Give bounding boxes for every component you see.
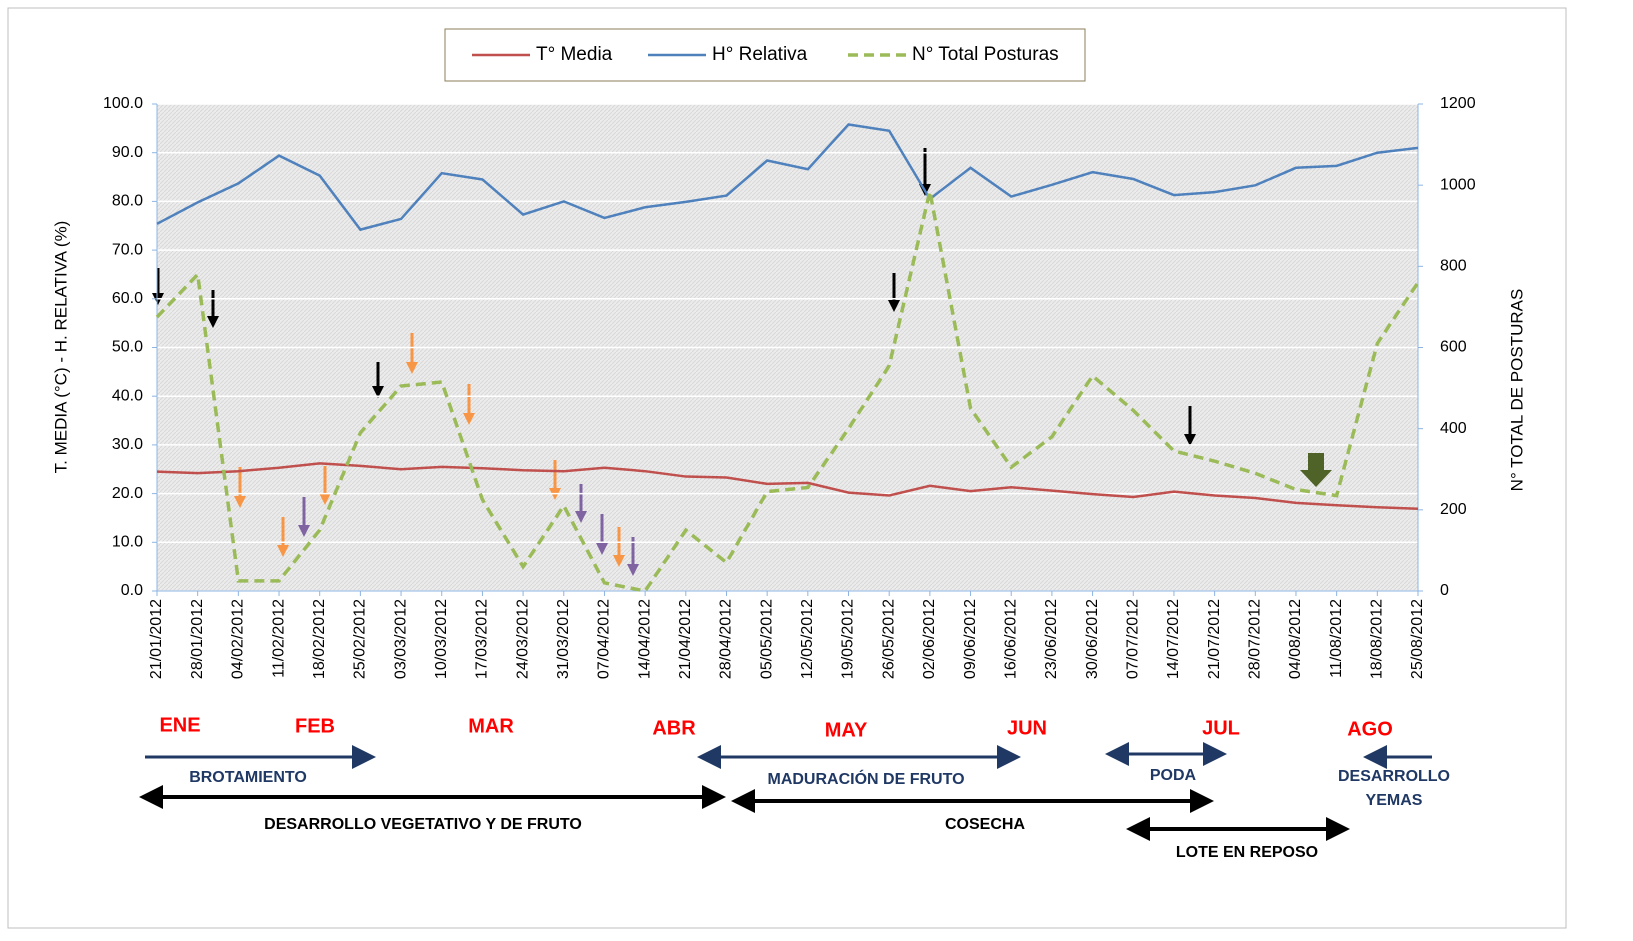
event-arrow-head	[277, 545, 289, 557]
x-tick-label: 21/04/2012	[677, 599, 694, 679]
y2-tick-label: 400	[1440, 420, 1467, 437]
event-arrow-head	[207, 316, 219, 328]
event-arrow-head	[888, 300, 900, 312]
period-label: LOTE EN REPOSO	[1176, 844, 1318, 861]
x-tick-label: 23/06/2012	[1043, 599, 1060, 679]
event-arrow-head	[319, 493, 331, 505]
x-tick-label: 17/03/2012	[474, 599, 491, 679]
series-line	[156, 123, 1419, 232]
event-arrow-head	[406, 362, 418, 374]
phase-label: YEMAS	[1366, 792, 1423, 809]
x-tick-label: 16/06/2012	[1002, 599, 1019, 679]
event-arrow-head	[463, 413, 475, 425]
frame	[7, 7, 1567, 929]
x-tick-label: 11/02/2012	[270, 599, 287, 678]
event-arrow-head	[596, 543, 608, 555]
phase-label: PODA	[1150, 767, 1197, 784]
month-label: MAY	[825, 719, 868, 741]
y-tick-label: 40.0	[112, 387, 143, 404]
x-tick-label: 21/07/2012	[1206, 599, 1223, 679]
y-tick-label: 80.0	[112, 193, 143, 210]
phase-label: MADURACIÓN DE FRUTO	[767, 769, 964, 788]
month-label: JUL	[1202, 717, 1240, 739]
y2-tick-label: 800	[1440, 258, 1467, 275]
x-tick-label: 25/02/2012	[352, 599, 369, 679]
period-label: COSECHA	[945, 816, 1025, 833]
x-tick-label: 30/06/2012	[1084, 599, 1101, 679]
y-tick-label: 70.0	[112, 241, 143, 258]
x-tick-label: 14/07/2012	[1165, 599, 1182, 679]
x-tick-label: 02/06/2012	[921, 599, 938, 679]
y2-tick-label: 1000	[1440, 176, 1476, 193]
y2-tick-label: 600	[1440, 339, 1467, 356]
y-tick-label: 60.0	[112, 290, 143, 307]
event-arrow-head	[372, 386, 384, 398]
x-tick-label: 18/02/2012	[311, 599, 328, 679]
black-arrows	[139, 785, 1350, 841]
x-tick-label: 04/08/2012	[1287, 599, 1304, 679]
x-tick-label: 03/03/2012	[392, 599, 409, 679]
y2-tick-label: 0	[1440, 582, 1449, 599]
legend-label: T° Media	[536, 44, 613, 65]
period-label: DESARROLLO VEGETATIVO Y DE FRUTO	[264, 816, 582, 833]
y-tick-label: 0.0	[121, 582, 143, 599]
month-label: FEB	[295, 715, 335, 737]
x-tick-label: 18/08/2012	[1369, 599, 1386, 679]
x-tick-label: 04/02/2012	[230, 599, 247, 679]
x-tick-label: 07/07/2012	[1124, 599, 1141, 679]
legend-label: N° Total Posturas	[912, 44, 1059, 65]
y-tick-label: 20.0	[112, 485, 143, 502]
x-tick-label: 12/05/2012	[799, 599, 816, 679]
event-arrow-head	[613, 555, 625, 567]
x-tick-label: 10/03/2012	[433, 599, 450, 679]
x-tick-label: 28/04/2012	[718, 599, 735, 679]
y-tick-label: 90.0	[112, 144, 143, 161]
x-tick-label: 09/06/2012	[962, 599, 979, 679]
x-tick-label: 21/01/2012	[148, 599, 165, 679]
x-tick-label: 05/05/2012	[758, 599, 775, 679]
y-tick-label: 50.0	[112, 339, 143, 356]
event-arrow-head	[627, 564, 639, 576]
y-tick-label: 100.0	[103, 95, 143, 112]
month-label: AGO	[1347, 718, 1393, 740]
event-arrow-big	[1300, 453, 1332, 487]
y-tick-label: 10.0	[112, 534, 143, 551]
x-tick-label: 14/04/2012	[636, 599, 653, 679]
x-tick-label: 25/08/2012	[1409, 599, 1426, 679]
y2-tick-label: 200	[1440, 501, 1467, 518]
y-axis-title: T. MEDIA (°C) - H. RELATIVA (%)	[51, 221, 70, 474]
y-tick-label: 30.0	[112, 436, 143, 453]
x-tick-label: 28/01/2012	[189, 599, 206, 679]
x-tick-label: 19/05/2012	[840, 599, 857, 679]
x-tick-label: 11/08/2012	[1328, 599, 1345, 678]
navy-arrows	[145, 742, 1432, 769]
series-line	[156, 462, 1419, 510]
x-tick-label: 28/07/2012	[1247, 599, 1264, 679]
phase-label: BROTAMIENTO	[189, 769, 307, 786]
month-label: ABR	[652, 717, 696, 739]
x-tick-label: 07/04/2012	[596, 599, 613, 679]
month-label: MAR	[468, 715, 514, 737]
month-label: ENE	[159, 714, 200, 736]
series-line	[155, 190, 1420, 593]
legend-box	[444, 28, 1086, 82]
x-tick-label: 24/03/2012	[514, 599, 531, 679]
x-tick-label: 26/05/2012	[880, 599, 897, 679]
event-arrow-head	[234, 496, 246, 508]
legend-label: H° Relativa	[712, 44, 808, 65]
event-arrow-head	[1184, 434, 1196, 446]
x-tick-label: 31/03/2012	[555, 599, 572, 679]
y2-tick-label: 1200	[1440, 95, 1476, 112]
phase-label: DESARROLLO	[1338, 768, 1450, 785]
y2-axis-title: N° TOTAL DE POSTURAS	[1507, 289, 1526, 492]
month-label: JUN	[1007, 717, 1047, 739]
event-arrow-head	[298, 525, 310, 537]
event-arrow-head	[575, 511, 587, 523]
